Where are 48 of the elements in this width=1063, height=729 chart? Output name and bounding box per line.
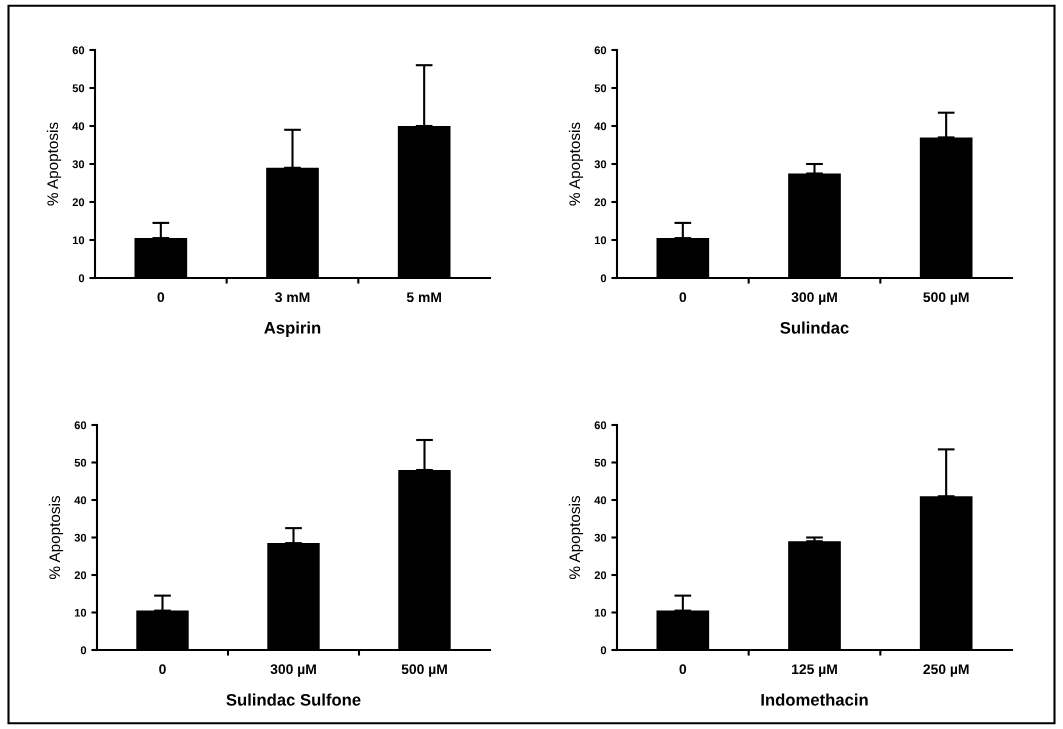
y-tick-label: 20 xyxy=(594,571,607,580)
y-tick-label: 40 xyxy=(594,496,607,505)
y-tick-label: 20 xyxy=(74,571,87,580)
x-tick-label: 300 µM xyxy=(270,664,316,677)
y-tick-label: 40 xyxy=(594,122,607,131)
y-axis-title: % Apoptosis xyxy=(568,496,584,579)
y-tick-label: 30 xyxy=(594,160,607,169)
x-tick-label: 3 mM xyxy=(275,292,310,303)
x-tick-label: 250 µM xyxy=(923,664,969,677)
x-tick-label: 0 xyxy=(157,292,165,303)
y-tick-label: 50 xyxy=(594,458,607,467)
y-tick-label: 30 xyxy=(594,533,607,542)
y-tick-label: 10 xyxy=(74,608,87,617)
x-axis-title: Indomethacin xyxy=(761,693,868,706)
y-tick-label: 10 xyxy=(72,236,85,245)
y-tick-label: 0 xyxy=(78,274,85,283)
y-tick-label: 60 xyxy=(594,46,607,55)
x-tick-label: 300 µM xyxy=(791,292,837,305)
x-tick-label: 500 µM xyxy=(923,292,969,305)
y-axis-title: % Apoptosis xyxy=(46,122,62,206)
y-tick-label: 20 xyxy=(594,198,607,207)
y-tick-label: 0 xyxy=(80,646,87,655)
x-tick-label: 5 mM xyxy=(406,292,441,303)
y-tick-label: 10 xyxy=(594,608,607,617)
y-tick-label: 60 xyxy=(594,421,607,430)
y-axis-title: % Apoptosis xyxy=(48,496,64,579)
y-tick-label: 0 xyxy=(600,274,607,283)
y-tick-label: 60 xyxy=(72,46,85,55)
y-tick-label: 40 xyxy=(74,496,87,505)
x-axis-title: Sulindac Sulfone xyxy=(226,693,361,706)
y-tick-label: 0 xyxy=(600,646,607,655)
x-tick-label: 0 xyxy=(159,664,166,675)
y-tick-label: 50 xyxy=(74,458,87,467)
y-tick-label: 20 xyxy=(72,198,85,207)
x-tick-label: 125 µM xyxy=(792,664,837,677)
y-axis-title: % Apoptosis xyxy=(568,122,584,206)
x-tick-label: 0 xyxy=(679,292,687,303)
y-tick-label: 10 xyxy=(594,236,607,245)
x-axis-title: Aspirin xyxy=(264,321,321,338)
y-tick-label: 60 xyxy=(74,421,87,430)
y-tick-label: 30 xyxy=(72,160,85,169)
y-tick-label: 30 xyxy=(74,533,87,542)
y-tick-label: 40 xyxy=(72,122,85,131)
x-tick-label: 0 xyxy=(679,664,687,675)
y-tick-label: 50 xyxy=(594,84,607,93)
x-tick-label: 500 µM xyxy=(401,664,447,677)
y-tick-label: 50 xyxy=(72,84,85,93)
x-axis-title: Sulindac xyxy=(780,321,849,334)
